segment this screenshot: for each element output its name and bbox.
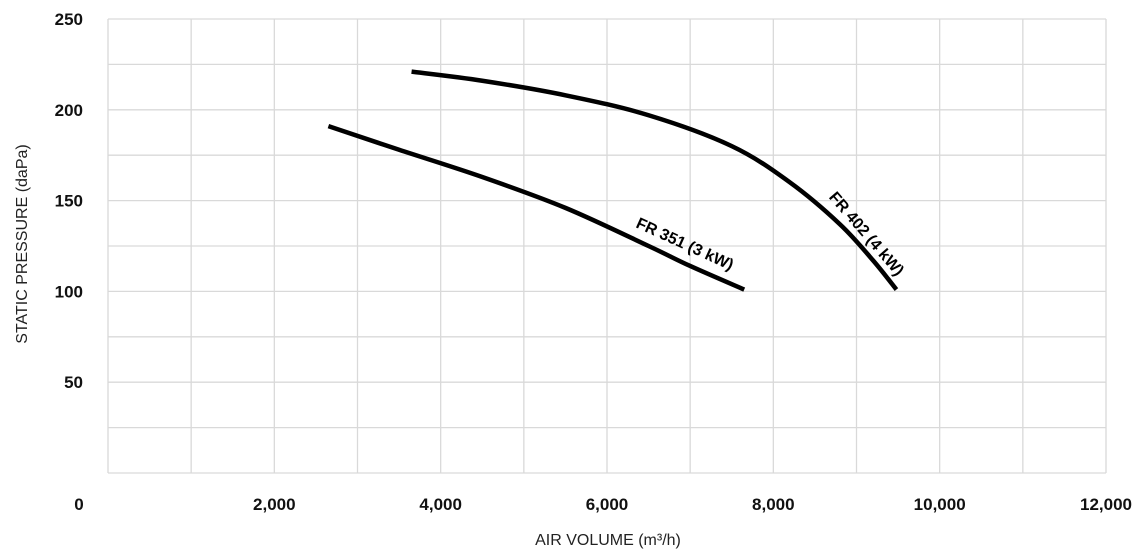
x-axis-title: AIR VOLUME (m³/h) — [535, 532, 681, 549]
x-tick-label: 0 — [74, 495, 83, 514]
y-axis-title: STATIC PRESSURE (daPa) — [14, 144, 31, 343]
x-tick-label: 2,000 — [253, 495, 296, 514]
series-line — [327, 124, 746, 292]
x-tick-label: 12,000 — [1080, 495, 1132, 514]
series: FR 351 (3 kW) FR 402 (4 kW) — [327, 69, 907, 292]
y-tick-label: 250 — [55, 10, 83, 29]
x-tick-label: 6,000 — [586, 495, 629, 514]
y-tick-label: 100 — [55, 282, 83, 301]
y-tick-label: 50 — [64, 373, 83, 392]
x-tick-label: 8,000 — [752, 495, 795, 514]
y-axis-ticks: 50 100 150 200 250 — [55, 10, 83, 392]
series-line — [411, 69, 899, 291]
x-axis-ticks: 0 2,000 4,000 6,000 8,000 10,000 12,000 — [74, 495, 1132, 514]
series-label: FR 402 (4 kW) — [825, 189, 907, 279]
x-tick-label: 10,000 — [914, 495, 966, 514]
y-tick-label: 200 — [55, 101, 83, 120]
y-tick-label: 150 — [55, 192, 83, 211]
x-tick-label: 4,000 — [419, 495, 462, 514]
grid — [107, 18, 1107, 474]
